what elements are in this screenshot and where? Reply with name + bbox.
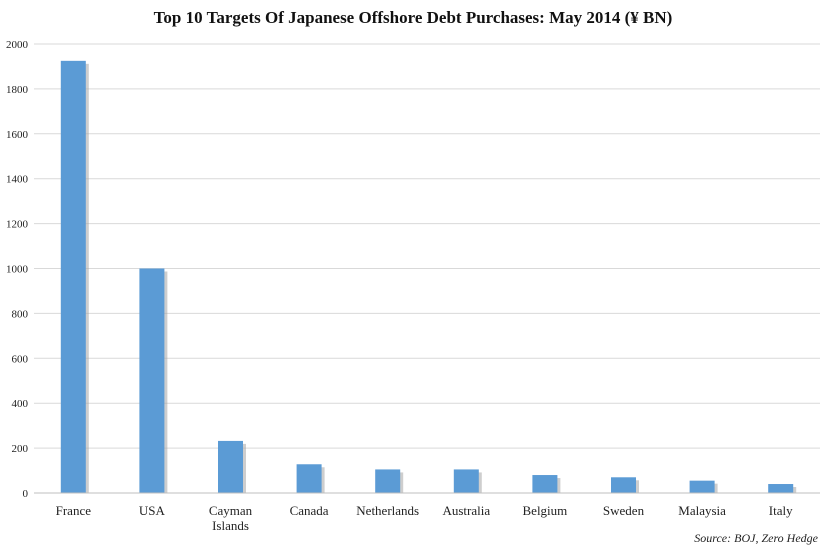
bar-australia [453, 469, 479, 493]
y-tick-label: 1800 [6, 84, 29, 96]
chart-title: Top 10 Targets Of Japanese Offshore Debt… [154, 8, 673, 27]
x-tick-label: USA [139, 503, 166, 518]
bar-sweden [611, 477, 636, 493]
y-tick-label: 200 [12, 443, 29, 455]
x-tick-label: Canada [290, 503, 329, 518]
y-axis-ticks: 0 200 400 600 800 1000 1200 1400 1600 1800 2000 [6, 39, 29, 500]
x-tick-label: Italy [769, 503, 793, 518]
bar-italy [768, 484, 794, 493]
x-tick-label: Cayman Islands [209, 503, 253, 533]
x-tick-label: Malaysia [678, 503, 726, 518]
y-tick-label: 400 [12, 398, 29, 410]
x-tick-label: France [56, 503, 92, 518]
x-tick-label: Netherlands [356, 503, 419, 518]
bar-belgium [532, 475, 558, 493]
bar-malaysia [689, 480, 715, 493]
x-tick-label: Sweden [603, 503, 645, 518]
bar-france [60, 60, 86, 494]
y-tick-label: 1000 [6, 264, 29, 276]
source-note: Source: BOJ, Zero Hedge [694, 531, 818, 545]
y-tick-label: 1600 [6, 129, 29, 141]
x-tick-label: Belgium [523, 503, 568, 518]
y-tick-label: 600 [12, 353, 29, 365]
bar-netherlands [375, 469, 401, 493]
y-tick-label: 800 [12, 308, 29, 320]
y-tick-label: 1400 [6, 174, 29, 186]
bar-canada [296, 464, 322, 493]
bars [60, 60, 797, 494]
x-tick-label: Australia [442, 503, 490, 518]
bar-usa [139, 268, 165, 493]
y-tick-label: 2000 [6, 39, 29, 51]
y-tick-label: 1200 [6, 219, 29, 231]
x-axis-labels: France USA Cayman Islands Canada Netherlands A… [56, 503, 793, 533]
y-tick-label: 0 [23, 488, 29, 500]
bar-cayman-islands [218, 440, 243, 493]
